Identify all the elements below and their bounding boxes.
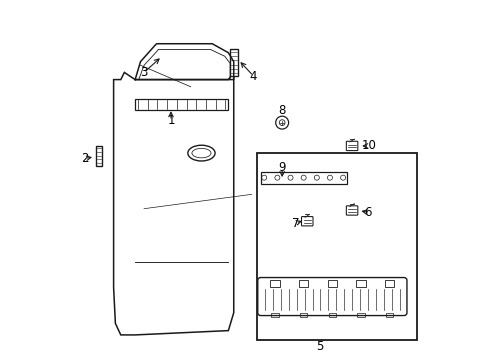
Bar (135, 99, 228, 110)
Text: 9: 9 (278, 161, 285, 174)
Text: 1: 1 (167, 114, 174, 127)
Text: 10: 10 (361, 139, 376, 152)
FancyBboxPatch shape (301, 217, 312, 226)
Bar (384, 280, 394, 287)
Bar (328, 313, 335, 317)
Text: 7: 7 (291, 216, 299, 230)
Bar (327, 280, 336, 287)
FancyBboxPatch shape (346, 141, 357, 150)
Circle shape (275, 116, 288, 129)
Bar (300, 313, 306, 317)
Bar (357, 313, 364, 317)
Bar (356, 280, 365, 287)
Text: 6: 6 (364, 206, 371, 219)
FancyBboxPatch shape (257, 278, 406, 316)
FancyBboxPatch shape (346, 206, 357, 215)
Bar (298, 280, 308, 287)
Bar (260, 172, 346, 184)
Bar (257, 153, 416, 339)
Text: 3: 3 (140, 66, 147, 79)
Text: 4: 4 (249, 69, 257, 82)
Text: 2: 2 (81, 152, 88, 165)
Bar (271, 313, 278, 317)
Text: 8: 8 (278, 104, 285, 117)
Bar (386, 313, 392, 317)
Bar (96, 146, 102, 166)
Bar (270, 280, 279, 287)
Bar (230, 49, 238, 76)
Ellipse shape (187, 145, 215, 161)
Text: 5: 5 (315, 340, 323, 353)
